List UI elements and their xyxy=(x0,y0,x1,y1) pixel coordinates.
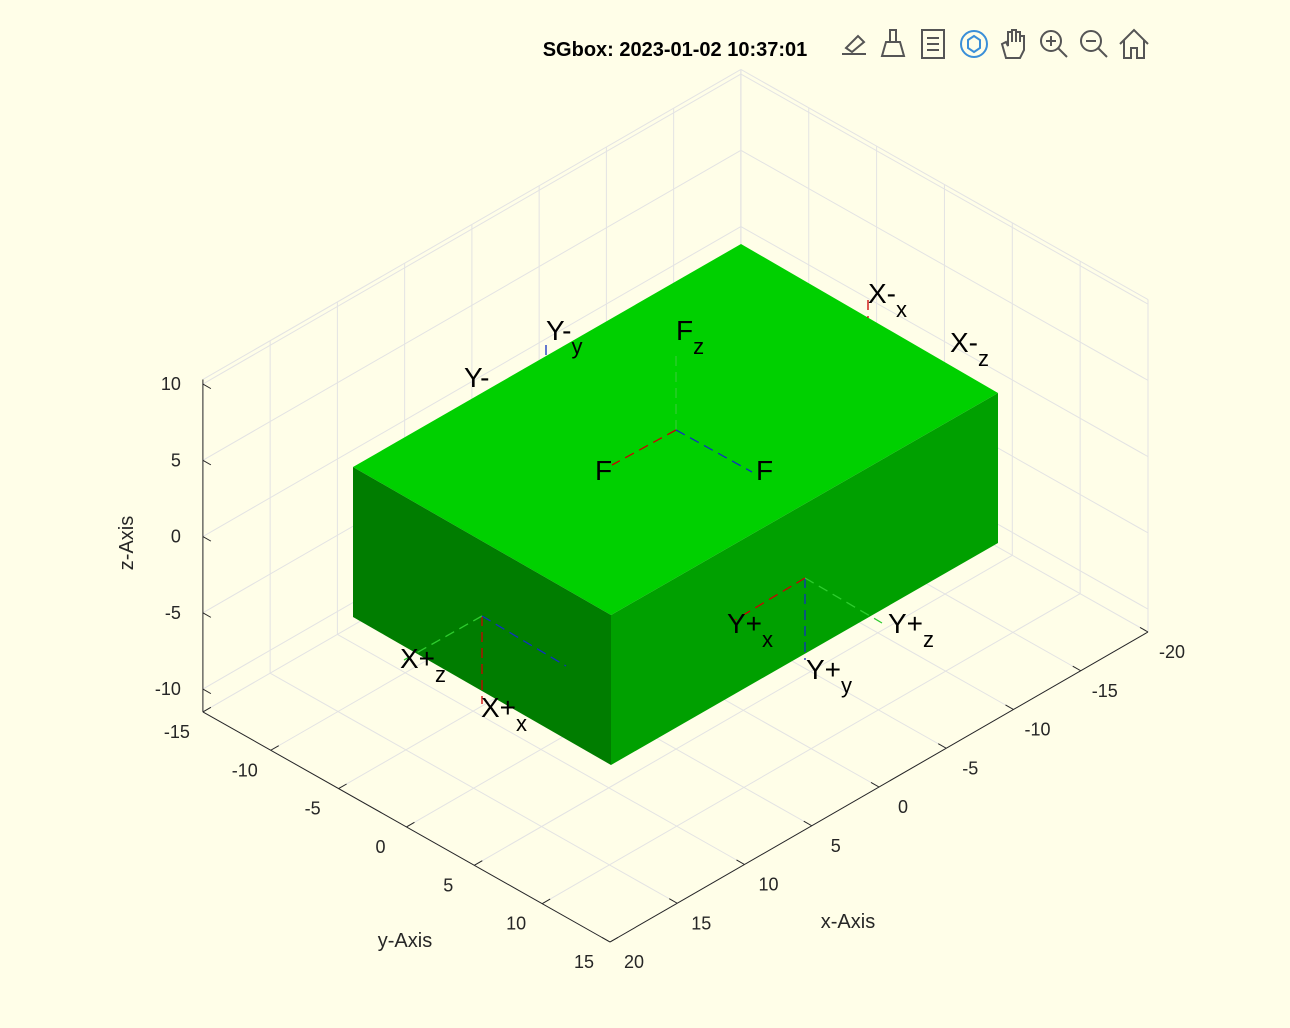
annotations: X-x X-z Y-y Y- Fz F F Y+x Y+z Y+y X+z X+… xyxy=(400,278,989,736)
y-tick-label: 10 xyxy=(506,914,526,934)
annotation: Y- xyxy=(464,362,489,393)
toolbar xyxy=(842,28,1149,59)
y-tick-label: -5 xyxy=(305,799,321,819)
z-tick-label: -10 xyxy=(155,679,181,699)
annotation: X+x xyxy=(481,692,527,736)
z-tick xyxy=(202,536,212,542)
y-tick-label: 15 xyxy=(574,952,594,972)
x-tick-label: 15 xyxy=(691,913,711,933)
x-tick xyxy=(938,743,947,749)
frames xyxy=(403,300,883,704)
grid-line xyxy=(474,554,1013,866)
wall-edge xyxy=(202,69,742,380)
annotation: Fz xyxy=(676,315,704,359)
annotation: Y-y xyxy=(546,315,582,359)
x-tick xyxy=(601,936,611,943)
y-tick xyxy=(541,898,551,905)
zoom-in-icon[interactable] xyxy=(1040,30,1068,58)
y-tick xyxy=(406,821,415,828)
y-tick xyxy=(338,783,347,790)
z-tick-label: 10 xyxy=(161,374,181,394)
annotation: X+z xyxy=(400,643,446,687)
grid-line xyxy=(740,73,1149,305)
grid-line xyxy=(202,73,742,385)
annotation: Y+y xyxy=(806,654,852,698)
x-tick xyxy=(803,820,812,827)
x-tick-label: 20 xyxy=(624,952,644,972)
y-tick-label: -15 xyxy=(164,722,190,742)
x-tick-label: -20 xyxy=(1159,642,1185,662)
annotation: F xyxy=(756,455,773,486)
x-tick-label: -5 xyxy=(962,758,978,778)
y-axis-label: y-Axis xyxy=(378,930,432,952)
legend-icon[interactable] xyxy=(921,29,945,59)
y-tick-label: 5 xyxy=(443,875,453,895)
z-tick xyxy=(202,383,212,390)
x-tick xyxy=(870,781,880,788)
x-axis-label: x-Axis xyxy=(821,911,875,933)
zoom-out-icon[interactable] xyxy=(1080,30,1108,58)
frame-line xyxy=(675,429,753,473)
x-tick-label: -10 xyxy=(1024,720,1050,740)
y-tick xyxy=(270,745,279,751)
annotation: F xyxy=(595,455,612,486)
axes: -20 -15 -10 -5 0 5 10 15 20 -15 -10 -5 0 5 10 15 -10 -5 0 5… xyxy=(155,374,1185,972)
x-tick xyxy=(1005,704,1014,710)
y-tick-label: 0 xyxy=(375,837,385,857)
x-tick-label: 0 xyxy=(898,797,908,817)
grid-line xyxy=(740,149,1149,381)
z-tick xyxy=(202,688,212,695)
grid-line xyxy=(740,226,1149,458)
annotation: X-z xyxy=(950,327,989,371)
y-tick xyxy=(474,860,483,866)
grid-line xyxy=(541,593,1081,905)
x-tick xyxy=(1139,626,1149,633)
frame-line xyxy=(611,429,677,466)
y-tick xyxy=(609,936,619,943)
x-tick xyxy=(736,859,745,865)
z-tick xyxy=(202,459,212,466)
chart-title: SGbox: 2023-01-02 10:37:01 xyxy=(543,39,808,61)
x-tick-label: 5 xyxy=(831,836,841,856)
home-icon[interactable] xyxy=(1119,28,1149,59)
annotation: X-x xyxy=(868,278,907,322)
pan-icon[interactable] xyxy=(1000,29,1025,59)
x-tick xyxy=(669,898,678,904)
z-tick xyxy=(202,612,212,618)
x-tick xyxy=(1072,665,1081,672)
annotation: Y+x xyxy=(727,608,773,652)
x-tick-label: 10 xyxy=(758,875,778,895)
frame-line xyxy=(734,577,806,621)
clean-icon[interactable] xyxy=(880,29,906,57)
z-tick-label: -5 xyxy=(165,603,181,623)
grid-line xyxy=(202,226,742,537)
x-tick-label: -15 xyxy=(1092,681,1118,701)
y-tick-label: -10 xyxy=(232,760,258,780)
rotate-icon[interactable] xyxy=(960,30,988,58)
grid-line xyxy=(202,149,742,461)
z-axis-label: z-Axis xyxy=(116,516,138,570)
z-tick-label: 0 xyxy=(171,527,181,547)
y-tick xyxy=(202,706,212,713)
annotation: Y+z xyxy=(888,608,934,652)
frame-line xyxy=(481,615,567,667)
brush-icon[interactable] xyxy=(842,34,866,55)
wall-edge xyxy=(740,69,1149,300)
z-tick-label: 5 xyxy=(171,450,181,470)
